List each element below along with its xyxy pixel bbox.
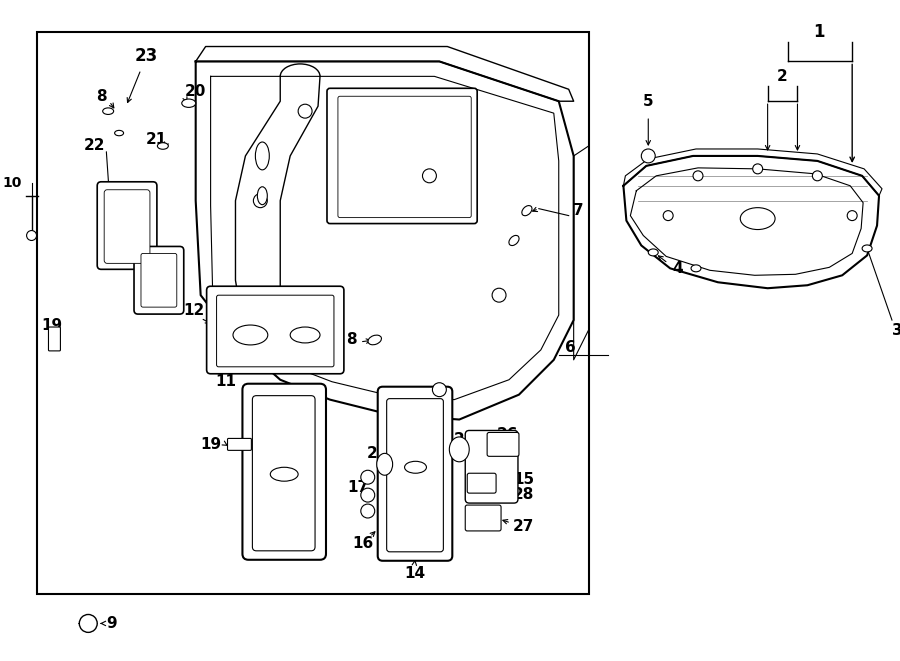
Bar <box>37 32 589 594</box>
FancyBboxPatch shape <box>207 286 344 373</box>
FancyBboxPatch shape <box>465 430 518 503</box>
Text: 24: 24 <box>367 446 389 461</box>
Ellipse shape <box>233 325 268 345</box>
Text: 28: 28 <box>513 486 535 502</box>
Circle shape <box>298 104 312 118</box>
FancyBboxPatch shape <box>134 247 184 314</box>
Text: 10: 10 <box>2 176 22 190</box>
Circle shape <box>847 211 857 221</box>
FancyBboxPatch shape <box>242 384 326 560</box>
Ellipse shape <box>741 208 775 229</box>
Text: 2: 2 <box>778 69 788 84</box>
Ellipse shape <box>522 206 532 215</box>
Ellipse shape <box>449 437 469 462</box>
Circle shape <box>422 169 436 183</box>
Ellipse shape <box>368 335 382 345</box>
FancyBboxPatch shape <box>467 473 496 493</box>
Text: 6: 6 <box>565 340 576 356</box>
Text: 19: 19 <box>200 437 221 452</box>
Text: 14: 14 <box>404 566 425 581</box>
Circle shape <box>813 171 823 181</box>
Ellipse shape <box>648 249 658 256</box>
Text: 13: 13 <box>153 295 175 309</box>
FancyBboxPatch shape <box>252 396 315 551</box>
Text: 8: 8 <box>96 89 106 104</box>
Circle shape <box>693 171 703 181</box>
Text: 12: 12 <box>183 303 204 317</box>
Circle shape <box>663 211 673 221</box>
Ellipse shape <box>290 327 320 343</box>
FancyBboxPatch shape <box>327 89 477 223</box>
Circle shape <box>752 164 762 174</box>
FancyBboxPatch shape <box>387 399 444 552</box>
Text: 19: 19 <box>41 317 63 332</box>
Text: 4: 4 <box>673 261 683 276</box>
FancyBboxPatch shape <box>338 97 472 217</box>
Text: 20: 20 <box>185 84 206 98</box>
FancyBboxPatch shape <box>465 505 501 531</box>
Text: 3: 3 <box>892 323 900 338</box>
FancyBboxPatch shape <box>49 327 60 351</box>
Text: 1: 1 <box>814 22 825 40</box>
Circle shape <box>361 470 374 484</box>
FancyBboxPatch shape <box>378 387 453 561</box>
Circle shape <box>27 231 37 241</box>
Text: 17: 17 <box>347 480 368 494</box>
Text: 22: 22 <box>84 139 105 153</box>
FancyBboxPatch shape <box>217 295 334 367</box>
Text: 13: 13 <box>426 436 447 451</box>
FancyBboxPatch shape <box>97 182 157 269</box>
FancyBboxPatch shape <box>104 190 150 263</box>
Ellipse shape <box>508 235 519 245</box>
Circle shape <box>79 615 97 633</box>
Text: 26: 26 <box>496 427 518 442</box>
Text: 18: 18 <box>280 392 301 407</box>
Ellipse shape <box>103 108 113 114</box>
Text: 15: 15 <box>513 472 535 486</box>
Text: 11: 11 <box>215 374 236 389</box>
Text: 27: 27 <box>513 520 535 535</box>
Text: 9: 9 <box>106 616 116 631</box>
Ellipse shape <box>114 130 123 136</box>
FancyBboxPatch shape <box>487 432 519 456</box>
FancyBboxPatch shape <box>141 253 176 307</box>
Circle shape <box>254 194 267 208</box>
Ellipse shape <box>691 265 701 272</box>
Ellipse shape <box>256 142 269 170</box>
Circle shape <box>432 383 446 397</box>
Text: 25: 25 <box>454 432 475 447</box>
Text: 7: 7 <box>573 203 584 218</box>
Ellipse shape <box>405 461 427 473</box>
Circle shape <box>492 288 506 302</box>
Text: 23: 23 <box>134 48 158 65</box>
Ellipse shape <box>158 143 168 149</box>
Text: 5: 5 <box>643 94 653 108</box>
Ellipse shape <box>270 467 298 481</box>
FancyBboxPatch shape <box>228 438 251 450</box>
Ellipse shape <box>377 453 392 475</box>
Ellipse shape <box>257 187 267 205</box>
Circle shape <box>361 488 374 502</box>
Circle shape <box>642 149 655 163</box>
Text: 8: 8 <box>346 332 357 348</box>
Text: 21: 21 <box>145 132 166 147</box>
Ellipse shape <box>182 99 195 107</box>
Circle shape <box>361 504 374 518</box>
Text: 16: 16 <box>352 536 374 551</box>
Ellipse shape <box>862 245 872 252</box>
